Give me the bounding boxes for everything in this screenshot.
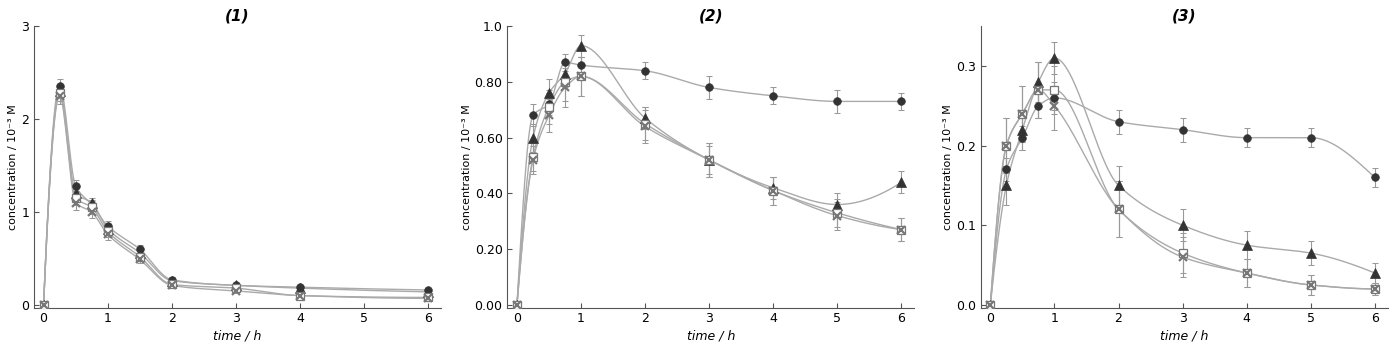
Y-axis label: concentration / 10⁻³ M: concentration / 10⁻³ M [462,104,472,230]
X-axis label: time / h: time / h [214,330,261,343]
Y-axis label: concentration / 10⁻³ M: concentration / 10⁻³ M [944,104,953,230]
X-axis label: time / h: time / h [687,330,736,343]
Title: (2): (2) [698,8,723,23]
Title: (3): (3) [1171,8,1196,23]
Title: (1): (1) [225,8,250,23]
X-axis label: time / h: time / h [1160,330,1209,343]
Y-axis label: concentration / 10⁻³ M: concentration / 10⁻³ M [8,104,18,230]
